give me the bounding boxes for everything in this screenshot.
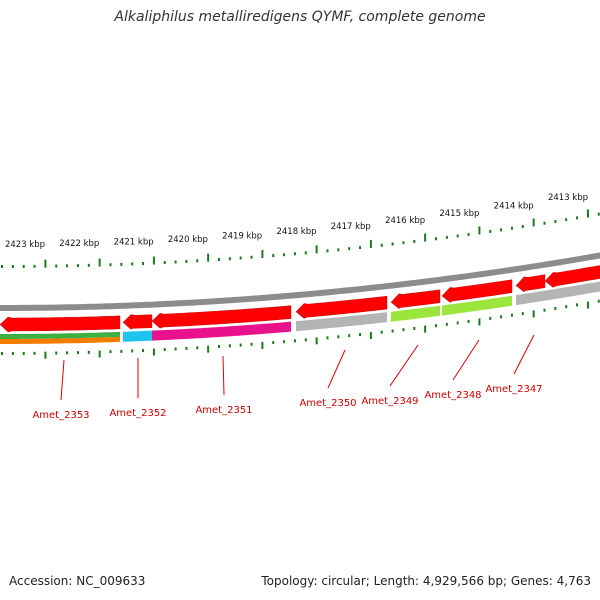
gene-label: Amet_2349 [361, 396, 418, 407]
cog-band [516, 290, 545, 306]
label-leader [327, 349, 346, 389]
accession-number: Accession: NC_009633 [9, 574, 146, 588]
kbp-label: 2416 kbp [385, 216, 425, 226]
cog-band [545, 281, 600, 301]
label-leader [60, 359, 65, 401]
cog-band [0, 331, 120, 339]
gene-arrow [122, 314, 153, 330]
scale-labels: 2423 kbp 2422 kbp 2421 kbp 2420 kbp 2419 kbp… [5, 193, 588, 250]
kbp-label: 2422 kbp [59, 239, 99, 249]
cog-band [391, 305, 440, 322]
gene-label: Amet_2347 [485, 384, 542, 395]
gene-arrow [0, 315, 121, 333]
gene-label: Amet_2352 [109, 408, 166, 419]
gene-arrow [515, 274, 546, 293]
cog-band [0, 336, 120, 344]
label-leader [452, 339, 480, 381]
gene-arrow [441, 279, 513, 303]
kbp-label: 2417 kbp [331, 222, 371, 232]
kbp-label: 2423 kbp [5, 240, 45, 250]
label-leader [513, 334, 535, 375]
gene-label: Amet_2353 [32, 410, 89, 421]
cog-band [296, 312, 387, 332]
kbp-label: 2420 kbp [168, 235, 208, 245]
kbp-label: 2413 kbp [548, 193, 588, 203]
gene-label: Amet_2351 [195, 405, 252, 416]
cog-band [152, 321, 291, 341]
gene-arrow [390, 289, 441, 310]
kbp-label: 2415 kbp [439, 209, 479, 219]
cog-band [442, 295, 512, 316]
kbp-label: 2418 kbp [276, 227, 316, 237]
cog-band [123, 330, 152, 342]
kbp-label: 2414 kbp [494, 201, 534, 211]
inner-ticks [1, 299, 600, 359]
gene-arrow [151, 305, 292, 329]
genome-summary: Topology: circular; Length: 4,929,566 bp… [261, 574, 591, 588]
kbp-label: 2421 kbp [114, 237, 154, 247]
label-leader [389, 344, 419, 387]
gene-arrow [295, 295, 388, 319]
genome-backbone [0, 252, 600, 311]
backbone-line [0, 252, 600, 311]
kbp-label: 2419 kbp [222, 231, 262, 241]
gene-label: Amet_2350 [299, 398, 356, 409]
map-title: Alkaliphilus metalliredigens QYMF, compl… [114, 9, 486, 25]
gene-label: Amet_2348 [424, 390, 481, 401]
label-leader [222, 355, 225, 396]
cog-layer [0, 281, 600, 344]
gene-arrow [544, 265, 600, 288]
genes-layer [0, 265, 600, 333]
gene-labels: Amet_2353 Amet_2352 Amet_2351 Amet_2350 Amet… [32, 334, 543, 421]
scale-ticks [1, 209, 600, 268]
